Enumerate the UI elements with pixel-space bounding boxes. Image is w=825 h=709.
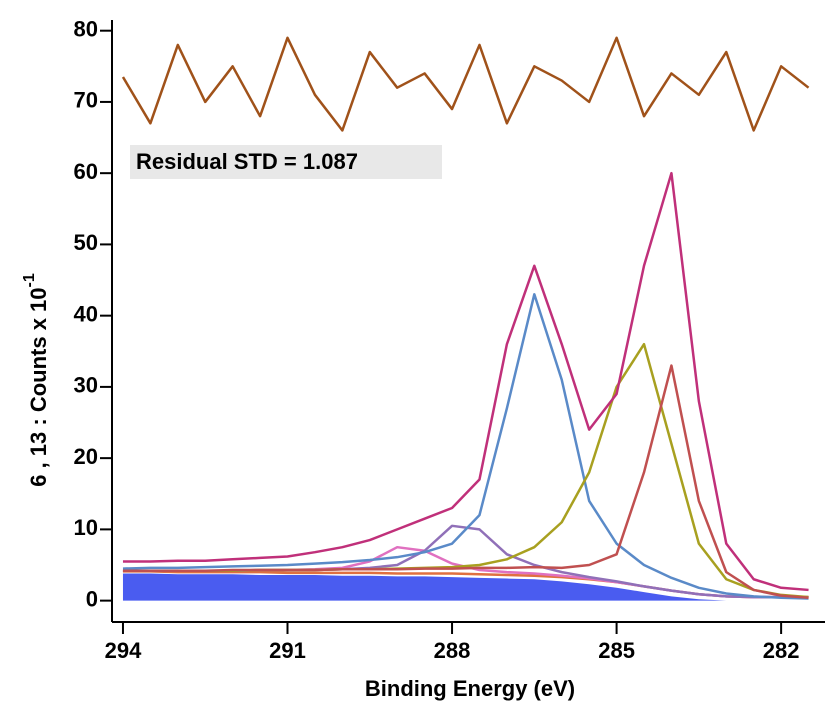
y-axis-title-text: 6 , 13 : Counts x 10 <box>26 287 51 486</box>
y-tick-label: 30 <box>74 373 98 398</box>
background-area <box>122 573 809 601</box>
x-tick-label: 285 <box>598 638 635 663</box>
plot-area <box>121 36 810 601</box>
y-tick-label: 50 <box>74 230 98 255</box>
series-line <box>121 36 810 132</box>
annotation: Residual STD = 1.087 <box>136 149 358 174</box>
y-tick-label: 60 <box>74 159 98 184</box>
series-line <box>122 171 809 592</box>
annotation-box <box>130 145 442 179</box>
y-axis-title: 6 , 13 : Counts x 10-1 <box>21 273 51 487</box>
series-line <box>122 293 809 600</box>
y-tick-label: 20 <box>74 444 98 469</box>
x-tick-label: 288 <box>434 638 471 663</box>
x-axis-title: Binding Energy (eV) <box>365 676 575 701</box>
series-line <box>122 364 809 600</box>
x-tick-label: 294 <box>105 638 142 663</box>
x-tick-label: 291 <box>269 638 306 663</box>
y-tick-label: 10 <box>74 515 98 540</box>
y-tick-label: 0 <box>86 586 98 611</box>
y-tick-label: 70 <box>74 88 98 113</box>
y-axis-title-exponent: -1 <box>21 273 38 287</box>
y-tick-label: 80 <box>74 16 98 41</box>
y-tick-label: 40 <box>74 301 98 326</box>
x-tick-label: 282 <box>763 638 800 663</box>
